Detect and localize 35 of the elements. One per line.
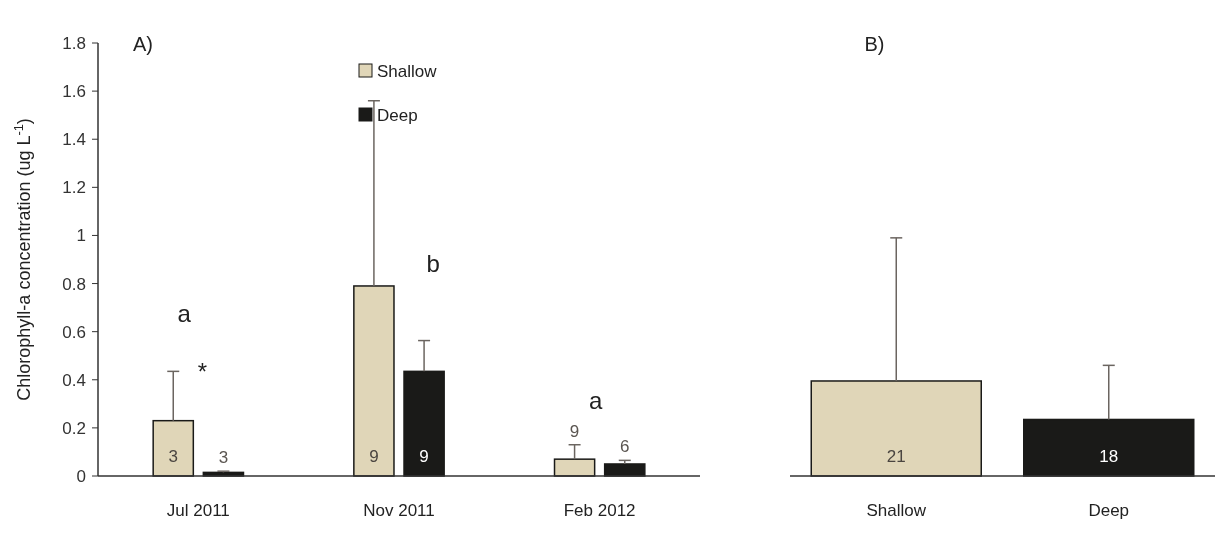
x-tick-label: Feb 2012 — [563, 501, 636, 520]
annotation: 18 — [1099, 447, 1119, 466]
annotation: 9 — [369, 447, 379, 466]
x-tick-label: Jul 2011 — [166, 501, 230, 520]
bar — [353, 285, 395, 477]
annotation: 21 — [886, 447, 906, 466]
annotation: * — [197, 358, 208, 386]
x-tick-label: Nov 2011 — [363, 501, 435, 520]
bar — [553, 458, 596, 477]
y-tick-label: 1.6 — [62, 82, 86, 102]
chart-title: A) — [133, 33, 153, 55]
y-tick-label: 0 — [76, 466, 86, 486]
x-tick-label: Deep — [1088, 501, 1130, 520]
y-tick-label: 1.2 — [62, 178, 86, 198]
y-tick-label: 0.6 — [62, 322, 86, 342]
chart-title: B) — [864, 33, 885, 55]
x-tick-label: Shallow — [866, 501, 927, 520]
annotation: 3 — [168, 447, 178, 466]
y-tick-label: 0.8 — [62, 274, 86, 294]
bar — [403, 370, 445, 477]
legend-label: Shallow — [377, 61, 438, 81]
bar — [152, 419, 195, 477]
annotation: 6 — [620, 437, 630, 457]
annotation: b — [426, 250, 440, 278]
annotation: 3 — [218, 448, 229, 468]
y-tick-label: 1.8 — [62, 33, 86, 53]
legend-label: Deep — [377, 105, 418, 125]
y-tick-label: 0.4 — [62, 370, 86, 390]
y-tick-label: 1 — [76, 226, 86, 246]
annotation: 9 — [569, 421, 580, 441]
annotation: 9 — [419, 447, 429, 466]
y-tick-label: 1.4 — [62, 130, 86, 150]
annotation: a — [588, 386, 603, 414]
y-tick-label: 0.2 — [62, 418, 86, 438]
annotation: a — [177, 300, 192, 328]
